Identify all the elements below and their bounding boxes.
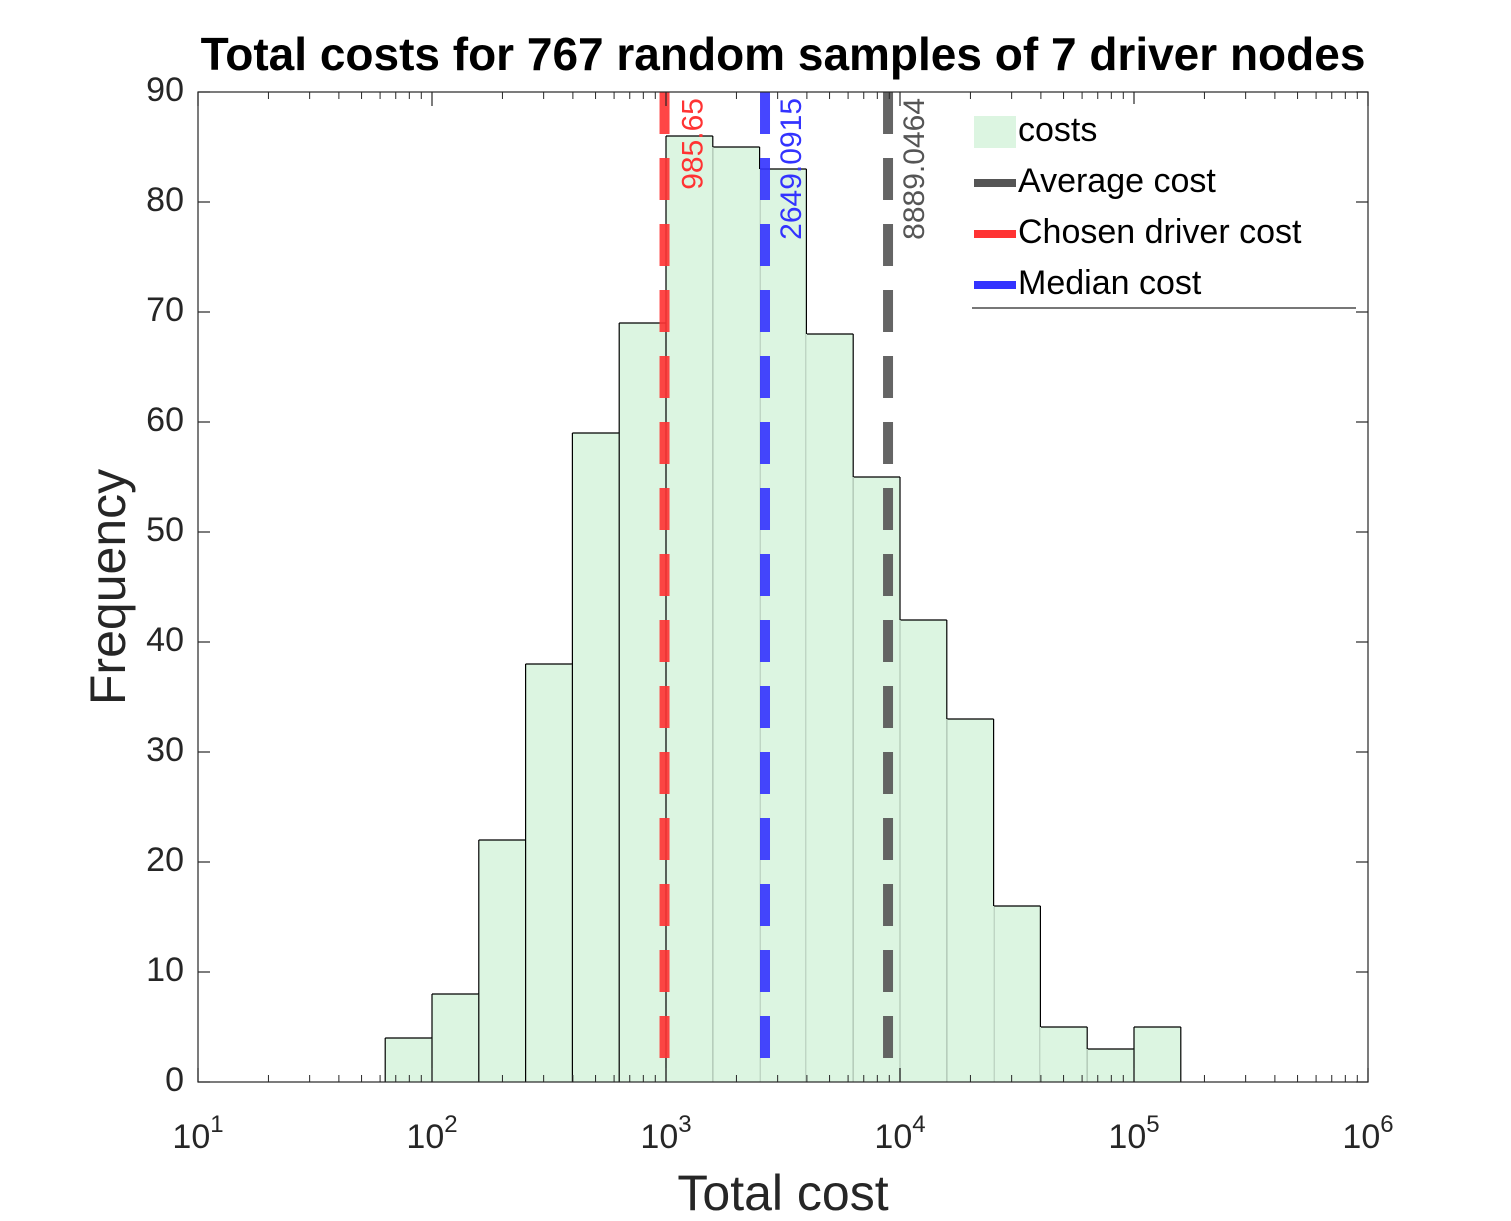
x-tick-label: 106 [1342,1111,1393,1156]
y-tick-label: 60 [146,401,184,439]
histogram-bar [946,719,994,1082]
y-tick-label: 50 [146,511,184,549]
histogram-bar [1087,1049,1134,1082]
reference-lines-layer: 8889.0464 985.65 2649.0915 [659,92,931,1082]
x-tick-label: 105 [1108,1111,1159,1156]
legend-entry-label: Median cost [1018,264,1202,302]
reference-line-label: 8889.0464 [898,98,931,240]
histogram-bar [619,323,666,1082]
legend-box [972,104,1356,308]
y-tick-label: 0 [165,1061,184,1099]
histogram-bar [900,620,947,1082]
chart-title: Total costs for 767 random samples of 7 … [201,28,1366,80]
legend-entry-label: Chosen driver cost [1018,213,1302,251]
histogram-bar [525,664,573,1082]
x-tick-label: 104 [874,1111,925,1156]
histogram-bar [432,994,479,1082]
x-tick-label: 101 [172,1111,223,1156]
x-tick-label: 103 [640,1111,691,1156]
histogram-bar [993,906,1041,1082]
y-tick-label: 30 [146,731,184,769]
legend-swatch-patch [974,116,1016,148]
legend-entry-label: costs [1018,111,1097,149]
histogram-bar [712,147,760,1082]
y-tick-label: 80 [146,181,184,219]
histogram-bar [572,433,620,1082]
reference-line-label: 985.65 [676,98,709,190]
histogram-bar [666,136,713,1082]
x-tick-label: 102 [406,1111,457,1156]
axes-box [197,91,1369,1083]
histogram-bar [385,1038,432,1082]
y-tick-label: 40 [146,621,184,659]
legend-entry-label: Average cost [1018,162,1216,200]
legend: costs Average cost Chosen driver cost Media… [972,104,1356,309]
histogram-bar [1134,1027,1181,1082]
histogram-bar [478,840,526,1082]
reference-line-label: 2649.0915 [775,98,808,240]
y-tick-label: 70 [146,291,184,329]
histogram-bar [806,334,854,1082]
y-tick-label: 20 [146,841,184,879]
y-tick-label: 90 [146,71,184,109]
y-axis-label: Frequency [80,469,136,705]
axes-layer: 0 10 20 30 40 50 60 70 80 90 101 102 103 104 105 106 [146,71,1393,1156]
y-tick-label: 10 [146,951,184,989]
x-axis-label: Total cost [677,1165,888,1221]
histogram-bar [1040,1027,1088,1082]
